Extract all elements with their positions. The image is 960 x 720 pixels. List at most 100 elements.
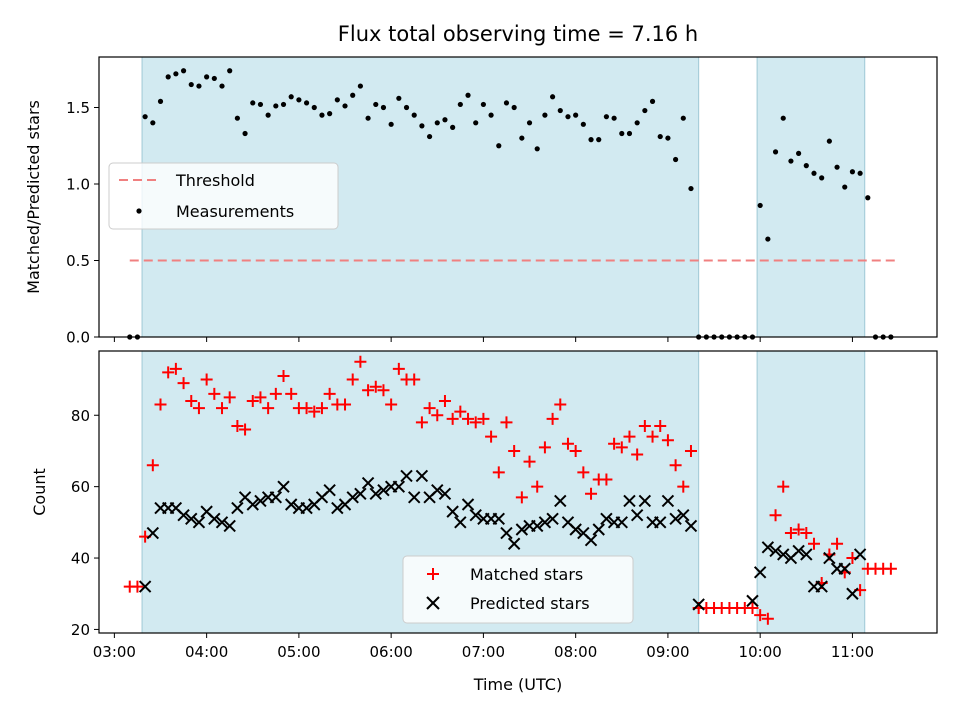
matched-stars-point xyxy=(192,402,205,415)
x-tick-label: 11:00 xyxy=(831,643,874,661)
measurements-point xyxy=(596,137,602,143)
measurements-point xyxy=(380,104,387,111)
measurements-point xyxy=(511,104,517,111)
predicted-stars-point xyxy=(446,505,459,518)
predicted-stars-legend-marker xyxy=(426,596,440,610)
matched-stars-legend-marker xyxy=(427,568,439,580)
measurements-point xyxy=(834,164,840,170)
predicted-stars-point xyxy=(431,484,444,497)
matched-stars-point xyxy=(208,387,221,400)
bottom-y-axis: 20 40 60 80 xyxy=(71,407,99,639)
matched-stars-point xyxy=(446,412,459,425)
x-tick-label: 03:00 xyxy=(93,643,136,661)
predicted-stars-point xyxy=(215,516,229,529)
x-tick-label: 04:00 xyxy=(185,643,228,661)
measurements-point xyxy=(757,202,763,209)
predicted-stars-point xyxy=(569,523,582,536)
predicted-stars-point xyxy=(815,580,828,593)
measurements-point xyxy=(196,83,202,89)
measurements-point xyxy=(811,170,817,176)
matched-stars-point xyxy=(354,355,367,368)
measurements-point xyxy=(165,74,171,80)
measurements-point xyxy=(803,163,809,169)
top-plot-frame xyxy=(98,56,938,338)
matched-stars-point xyxy=(654,419,667,432)
matched-stars-point xyxy=(362,384,375,397)
matched-stars-point xyxy=(600,473,613,486)
matched-stars-point xyxy=(346,373,359,386)
measurements-point xyxy=(642,107,648,114)
measurements-point xyxy=(311,104,317,111)
measurements-point xyxy=(204,74,210,80)
predicted-stars-point xyxy=(638,494,652,508)
predicted-stars-point xyxy=(354,487,367,500)
measurements-point xyxy=(488,112,494,118)
measurements-point xyxy=(242,130,248,137)
top-y-axis-label: Matched/Predicted stars xyxy=(24,100,43,294)
predicted-stars-point xyxy=(254,494,267,508)
measurements-point xyxy=(465,92,471,98)
measurements-point xyxy=(565,114,571,120)
measurements-point xyxy=(265,112,271,118)
bottom-y-tick-label: 60 xyxy=(71,478,90,496)
measurements-point xyxy=(403,104,410,111)
matched-stars-point xyxy=(392,362,405,375)
measurements-point xyxy=(796,150,802,156)
matched-stars-point xyxy=(131,580,144,593)
count-series xyxy=(123,355,897,625)
predicted-stars-point xyxy=(500,526,513,540)
measurements-point xyxy=(288,94,294,100)
measurements-point xyxy=(234,115,240,121)
bottom-y-tick-label: 20 xyxy=(71,621,90,639)
predicted-stars-point xyxy=(284,498,298,511)
measurements-point xyxy=(819,175,825,181)
bottom-y-tick-label: 40 xyxy=(71,550,90,568)
predicted-stars-point xyxy=(269,491,283,504)
matched-stars-point xyxy=(462,412,475,425)
top-y-tick-label: 0.5 xyxy=(66,252,90,270)
matched-stars-point xyxy=(339,398,352,411)
measurements-point xyxy=(419,123,425,129)
predicted-stars-point xyxy=(223,519,236,533)
matched-stars-point xyxy=(169,362,182,375)
matched-stars-point xyxy=(223,391,236,404)
predicted-stars-point xyxy=(746,594,759,608)
predicted-stars-point xyxy=(531,519,544,533)
matched-stars-point xyxy=(438,394,451,407)
top-panel: 0.0 0.5 1.0 1.5 Matched/Predicted stars Thr… xyxy=(24,56,938,347)
shaded-interval-2 xyxy=(756,56,866,338)
matched-stars-point xyxy=(623,430,636,443)
matched-stars-point xyxy=(308,405,321,418)
predicted-stars-point xyxy=(630,508,644,522)
predicted-stars-point xyxy=(331,501,344,515)
measurements-point xyxy=(580,121,586,127)
top-y-tick-label: 0.0 xyxy=(66,329,90,347)
predicted-stars-point xyxy=(853,548,867,561)
measurements-point xyxy=(365,115,371,121)
predicted-stars-point xyxy=(461,498,475,511)
matched-stars-point xyxy=(415,416,428,429)
predicted-stars-point xyxy=(323,484,336,497)
measurements-point xyxy=(296,97,302,103)
predicted-stars-point xyxy=(615,516,628,529)
bottom-y-tick-label: 80 xyxy=(71,407,90,425)
measurements-point xyxy=(772,149,779,155)
top-legend-box xyxy=(108,162,339,230)
predicted-stars-point xyxy=(669,512,682,525)
measurements-legend-label: Measurements xyxy=(176,202,294,221)
predicted-stars-point xyxy=(761,541,775,554)
measurements-point xyxy=(319,112,325,118)
measurements-point xyxy=(457,101,463,108)
predicted-stars-point xyxy=(146,526,160,540)
matched-stars-point xyxy=(300,402,313,415)
measurements-point xyxy=(227,68,233,74)
predicted-stars-point xyxy=(800,548,813,561)
predicted-stars-point xyxy=(684,519,698,533)
predicted-stars-point xyxy=(231,501,244,515)
matched-stars-point xyxy=(254,391,267,404)
matched-stars-point xyxy=(646,430,659,443)
matched-stars-point xyxy=(554,398,567,411)
predicted-stars-point xyxy=(554,494,567,508)
x-axis: 03:00 04:00 05:00 06:00 07:00 08:00 09:00 10:00… xyxy=(93,633,874,661)
